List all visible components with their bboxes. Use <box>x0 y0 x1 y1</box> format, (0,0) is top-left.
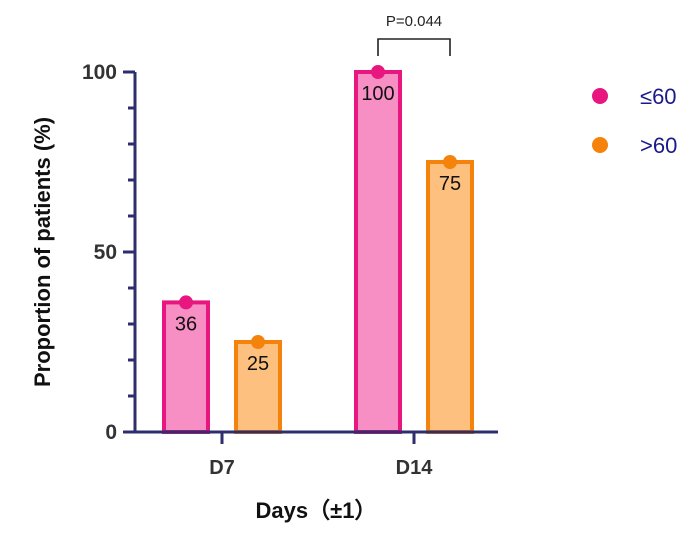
data-point <box>443 155 457 169</box>
legend-label: >60 <box>640 133 677 158</box>
y-axis-title: Proportion of patients (%) <box>30 117 55 387</box>
axes <box>123 70 498 444</box>
significance-annotation: P=0.044 <box>377 13 451 56</box>
bar <box>354 70 402 434</box>
significance-bracket <box>377 38 451 56</box>
y-tick-label: 100 <box>82 61 117 84</box>
x-axis-title: Days（±1） <box>256 498 377 523</box>
data-point <box>179 295 193 310</box>
legend-marker <box>592 137 608 153</box>
x-tick-label: D14 <box>396 457 434 479</box>
data-label: 75 <box>439 173 461 195</box>
legend-marker <box>592 88 608 104</box>
y-tick-label: 50 <box>94 241 117 264</box>
data-point <box>371 65 385 79</box>
significance-label: P=0.044 <box>386 13 442 30</box>
tick-labels: 0 50 100 D7 D14 <box>82 61 433 479</box>
x-tick-label: D7 <box>209 457 235 479</box>
legend: ≤60 >60 <box>592 84 677 158</box>
legend-label: ≤60 <box>640 84 677 109</box>
data-label: 36 <box>175 313 197 335</box>
y-tick-label: 0 <box>105 421 117 444</box>
data-label: 100 <box>361 83 394 105</box>
bars: 36 100 25 75 <box>162 65 474 434</box>
bar <box>426 160 474 434</box>
data-point <box>251 335 265 349</box>
data-label: 25 <box>247 353 269 375</box>
